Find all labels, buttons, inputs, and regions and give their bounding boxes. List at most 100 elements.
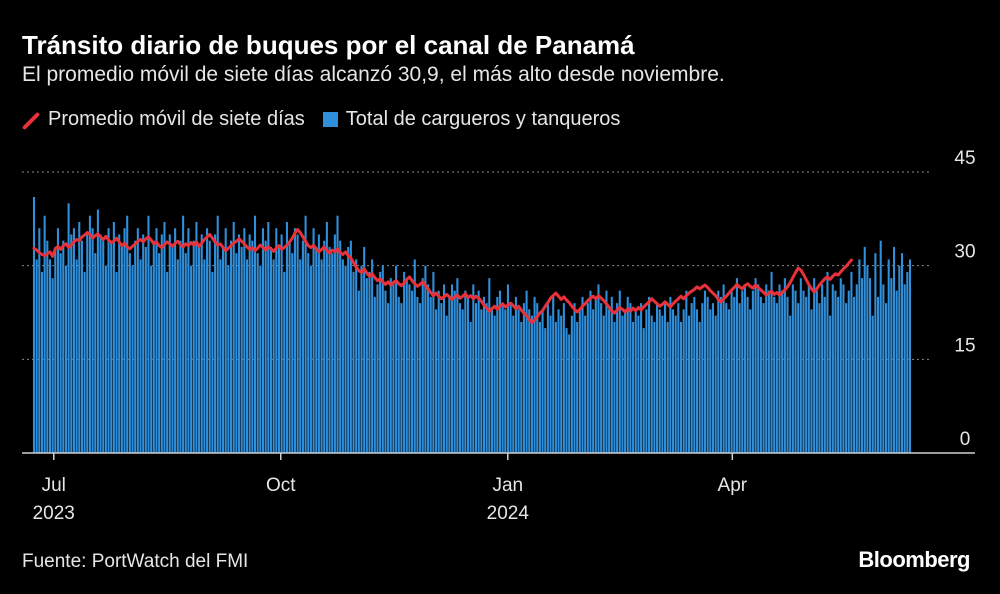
bar [661, 315, 664, 453]
bar [139, 259, 142, 453]
bar [283, 271, 286, 453]
bar [485, 303, 488, 453]
bar [687, 315, 691, 453]
bar [773, 296, 776, 453]
bar [160, 234, 163, 453]
bar [573, 303, 576, 453]
bar [411, 290, 414, 453]
bar [336, 215, 339, 453]
bar [450, 284, 454, 453]
bar [389, 278, 392, 453]
bar [304, 215, 307, 453]
bar [261, 228, 265, 453]
bar [908, 259, 912, 453]
bar [102, 240, 105, 453]
bar [664, 303, 667, 453]
bar [235, 253, 238, 453]
bar [783, 278, 786, 453]
bar [504, 309, 507, 453]
bar [906, 271, 909, 453]
bar [232, 221, 235, 453]
bar [738, 303, 741, 453]
bar [40, 271, 44, 453]
bar [698, 321, 701, 453]
bar [863, 246, 866, 453]
bar [123, 228, 126, 453]
bar [743, 284, 746, 453]
bar [118, 234, 121, 453]
bar [584, 315, 587, 453]
bar [525, 290, 528, 453]
bar [237, 234, 241, 453]
bar [62, 240, 65, 453]
bar [182, 215, 185, 453]
bar [874, 253, 877, 453]
bar [307, 253, 310, 453]
bar [538, 321, 541, 453]
bar [839, 278, 842, 453]
bar [112, 221, 115, 453]
bar [482, 296, 486, 453]
bar [355, 259, 358, 453]
legend: Promedio móvil de siete días Total de ca… [22, 108, 638, 131]
y-tick-label: 0 [960, 429, 971, 450]
bar [624, 309, 627, 453]
bar [166, 271, 169, 453]
bar [610, 296, 613, 453]
bar [384, 290, 387, 453]
bar [48, 259, 52, 453]
bar [727, 309, 730, 453]
bar [174, 228, 177, 453]
bar [602, 315, 605, 453]
bar [371, 259, 374, 453]
bar [328, 246, 331, 453]
bar [517, 309, 520, 453]
bar [829, 315, 832, 453]
chart-plot: 0 15 30 45 Jul 2023 Oct Jan 2024 Apr [22, 148, 976, 524]
x-tick-year-label: 2024 [487, 503, 530, 524]
bar [693, 296, 696, 453]
bar [536, 303, 539, 453]
bar [323, 240, 326, 453]
bar [791, 284, 794, 453]
bar [597, 284, 600, 453]
legend-item-moving-average: Promedio móvil de siete días [22, 108, 305, 131]
bar [640, 303, 643, 453]
bar [126, 215, 129, 453]
x-tick-label: Jul [42, 475, 66, 496]
bar [770, 271, 773, 453]
bar [871, 315, 874, 453]
bar [645, 309, 648, 453]
bar [781, 290, 784, 453]
bar [805, 296, 808, 453]
bar [685, 290, 688, 453]
bar [461, 309, 464, 453]
bar-swatch-icon [322, 112, 338, 127]
bar [679, 321, 683, 453]
bar [855, 284, 858, 453]
bar [501, 303, 504, 453]
bar [823, 296, 826, 453]
bar [107, 228, 110, 453]
bar [59, 253, 62, 453]
legend-label-total: Total de cargueros y tanqueros [345, 108, 621, 130]
bar [877, 296, 880, 453]
bar [78, 221, 81, 453]
bar [264, 240, 267, 453]
bar [605, 290, 608, 453]
bar [541, 309, 544, 453]
bar [272, 259, 275, 453]
bar [490, 309, 494, 453]
bar [392, 284, 395, 453]
bar [578, 309, 581, 453]
bar [435, 309, 438, 453]
bar [815, 290, 818, 453]
bar [717, 290, 720, 453]
bar [277, 246, 280, 453]
bar [778, 284, 781, 453]
bar [626, 296, 629, 453]
bar [192, 240, 195, 453]
bar [67, 203, 70, 453]
bar [552, 296, 555, 453]
bar [512, 315, 515, 453]
